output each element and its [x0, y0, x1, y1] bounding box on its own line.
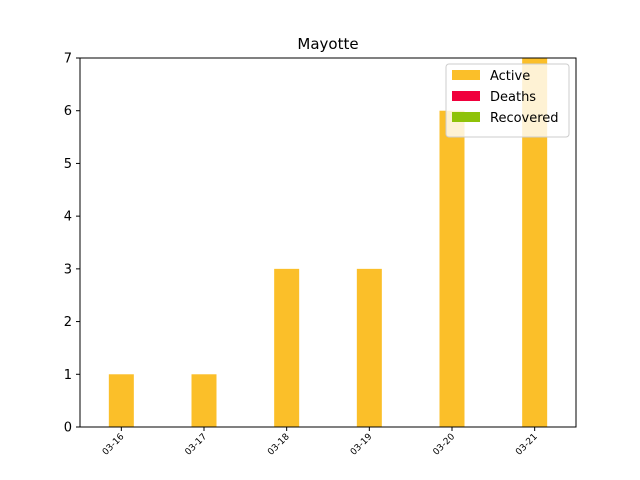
- bar-active-03-18: [274, 268, 300, 427]
- y-tick-label: 6: [64, 104, 72, 119]
- bar-active-03-19: [356, 268, 382, 427]
- y-tick-label: 2: [64, 315, 72, 330]
- x-tick-label: 03-21: [514, 432, 540, 458]
- legend-label-deaths: Deaths: [490, 90, 536, 105]
- legend-swatch-active: [452, 70, 480, 80]
- bar-active-03-20: [439, 110, 465, 427]
- legend-swatch-recovered: [452, 112, 480, 122]
- y-tick-label: 5: [64, 157, 72, 172]
- x-tick-label: 03-20: [432, 432, 458, 458]
- bar-active-03-17: [191, 374, 217, 427]
- x-tick-label: 03-18: [266, 432, 292, 458]
- y-tick-label: 7: [64, 52, 72, 67]
- legend-label-active: Active: [490, 69, 530, 84]
- legend-swatch-deaths: [452, 91, 480, 101]
- bar-active-03-16: [108, 374, 134, 427]
- y-tick-label: 3: [64, 262, 72, 277]
- x-axis: 03-16 03-17 03-18 03-19 03-20 03-21: [101, 427, 540, 458]
- x-tick-label: 03-17: [184, 432, 210, 458]
- y-tick-label: 1: [64, 368, 72, 383]
- y-tick-label: 4: [64, 210, 72, 225]
- legend-label-recovered: Recovered: [490, 111, 559, 126]
- x-tick-label: 03-16: [101, 432, 127, 458]
- legend[interactable]: Active Deaths Recovered: [445, 63, 570, 138]
- plot-frame: [79, 57, 577, 428]
- bars: [108, 58, 548, 427]
- y-tick-label: 0: [64, 421, 72, 436]
- chart-title: Mayotte: [297, 35, 358, 53]
- x-tick-label: 03-19: [349, 432, 375, 458]
- y-axis: 0 1 2 3 4 5 6 7: [64, 52, 80, 436]
